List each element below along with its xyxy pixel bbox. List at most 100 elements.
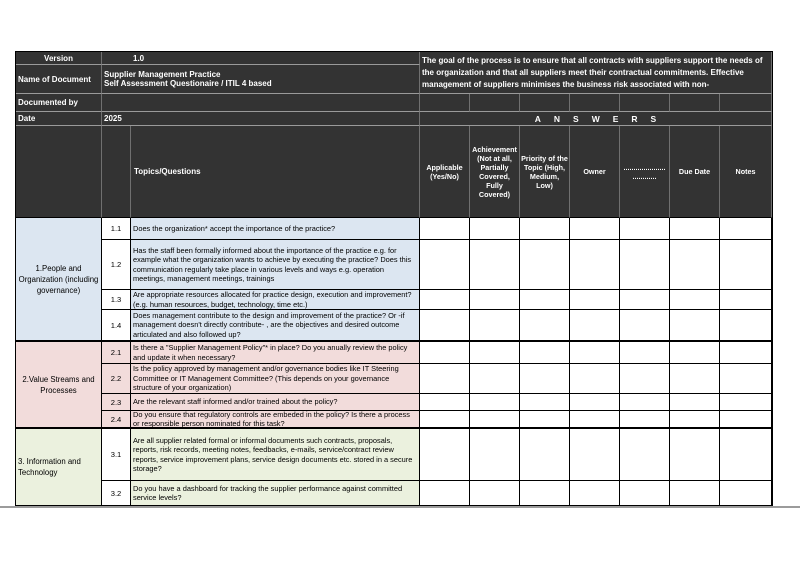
cell-1-4-applicable[interactable] bbox=[420, 310, 470, 341]
cell-2-2-due-date[interactable] bbox=[670, 364, 720, 394]
question-text: Does the organization* accept the import… bbox=[131, 218, 420, 240]
cell-2-1-priority[interactable] bbox=[520, 341, 570, 364]
cell-1-4-achievement[interactable] bbox=[470, 310, 520, 341]
cell-1-1-achievement[interactable] bbox=[470, 218, 520, 240]
cell-2-2-applicable[interactable] bbox=[420, 364, 470, 394]
cell-1-4-due-date[interactable] bbox=[670, 310, 720, 341]
dotted-line-1: ..................... bbox=[623, 162, 666, 172]
cell-3-1-due-date[interactable] bbox=[670, 428, 720, 481]
cell-1-4-extra[interactable] bbox=[620, 310, 670, 341]
cell-1-3-extra[interactable] bbox=[620, 290, 670, 310]
cell-2-1-applicable[interactable] bbox=[420, 341, 470, 364]
cell-2-2-notes[interactable] bbox=[720, 364, 772, 394]
question-number: 3.1 bbox=[102, 428, 131, 481]
question-row-2-2: 2.2 Is the policy approved by management… bbox=[16, 364, 772, 394]
cell-3-2-owner[interactable] bbox=[570, 481, 620, 506]
cell-1-1-applicable[interactable] bbox=[420, 218, 470, 240]
document-name-value[interactable]: Supplier Management Practice Self Assess… bbox=[102, 65, 420, 94]
cell-1-3-owner[interactable] bbox=[570, 290, 620, 310]
cell-3-1-achievement[interactable] bbox=[470, 428, 520, 481]
cell-1-2-extra[interactable] bbox=[620, 240, 670, 290]
header-topics-questions: Topics/Questions bbox=[131, 126, 420, 218]
cell-2-3-applicable[interactable] bbox=[420, 394, 470, 411]
answers-banner: ANSWERS bbox=[420, 112, 772, 126]
header-number-blank bbox=[102, 126, 131, 218]
cell-1-1-extra[interactable] bbox=[620, 218, 670, 240]
question-text-span: Do you have a dashboard for tracking the… bbox=[133, 483, 403, 503]
header-applicable: Applicable (Yes/No) bbox=[420, 126, 470, 218]
cell-2-2-owner[interactable] bbox=[570, 364, 620, 394]
cell-2-1-achievement[interactable] bbox=[470, 341, 520, 364]
version-value[interactable]: 1.0 bbox=[102, 52, 420, 65]
cell-3-1-owner[interactable] bbox=[570, 428, 620, 481]
cell-2-4-notes[interactable] bbox=[720, 411, 772, 428]
cell-1-4-owner[interactable] bbox=[570, 310, 620, 341]
cell-2-3-priority[interactable] bbox=[520, 394, 570, 411]
spacer-cell bbox=[670, 94, 720, 112]
question-text: Do you have a dashboard for tracking the… bbox=[131, 481, 420, 506]
cell-1-1-notes[interactable] bbox=[720, 218, 772, 240]
cell-1-2-owner[interactable] bbox=[570, 240, 620, 290]
cell-2-3-achievement[interactable] bbox=[470, 394, 520, 411]
cell-2-4-extra[interactable] bbox=[620, 411, 670, 428]
documented-by-row: Documented by bbox=[16, 94, 772, 112]
cell-1-1-priority[interactable] bbox=[520, 218, 570, 240]
document-name-line1: Supplier Management Practice bbox=[104, 70, 221, 79]
cell-3-1-priority[interactable] bbox=[520, 428, 570, 481]
cell-2-2-extra[interactable] bbox=[620, 364, 670, 394]
cell-1-1-due-date[interactable] bbox=[670, 218, 720, 240]
cell-3-2-due-date[interactable] bbox=[670, 481, 720, 506]
cell-2-3-extra[interactable] bbox=[620, 394, 670, 411]
documented-by-value[interactable] bbox=[102, 94, 420, 112]
question-number: 2.4 bbox=[102, 411, 131, 428]
cell-2-4-applicable[interactable] bbox=[420, 411, 470, 428]
cell-3-2-priority[interactable] bbox=[520, 481, 570, 506]
question-text-span: Does the organization* accept the import… bbox=[133, 223, 336, 233]
section-1-title: 1.People and Organization (including gov… bbox=[16, 218, 102, 341]
date-value[interactable]: 2025 bbox=[102, 112, 420, 126]
cell-3-1-notes[interactable] bbox=[720, 428, 772, 481]
cell-2-1-due-date[interactable] bbox=[670, 341, 720, 364]
cell-1-2-priority[interactable] bbox=[520, 240, 570, 290]
question-text-span: Do you ensure that regulatory controls a… bbox=[133, 411, 410, 428]
cell-3-2-achievement[interactable] bbox=[470, 481, 520, 506]
cell-2-2-achievement[interactable] bbox=[470, 364, 520, 394]
header-dotted: ..................... ............ bbox=[620, 126, 670, 218]
cell-1-4-priority[interactable] bbox=[520, 310, 570, 341]
cell-2-4-owner[interactable] bbox=[570, 411, 620, 428]
cell-3-1-extra[interactable] bbox=[620, 428, 670, 481]
question-text: Is the policy approved by management and… bbox=[131, 364, 420, 394]
cell-3-2-extra[interactable] bbox=[620, 481, 670, 506]
cell-1-2-notes[interactable] bbox=[720, 240, 772, 290]
cell-1-3-notes[interactable] bbox=[720, 290, 772, 310]
question-text-span: Are appropriate resources allocated for … bbox=[133, 290, 412, 309]
cell-3-2-applicable[interactable] bbox=[420, 481, 470, 506]
cell-1-3-due-date[interactable] bbox=[670, 290, 720, 310]
cell-3-2-notes[interactable] bbox=[720, 481, 772, 506]
header-priority: Priority of the Topic (High, Medium, Low… bbox=[520, 126, 570, 218]
cell-2-2-priority[interactable] bbox=[520, 364, 570, 394]
cell-2-1-notes[interactable] bbox=[720, 341, 772, 364]
cell-1-3-priority[interactable] bbox=[520, 290, 570, 310]
question-text-span: Are the relevant staff informed and/or t… bbox=[133, 397, 338, 407]
question-text-span: Has the staff been formally informed abo… bbox=[133, 245, 412, 284]
cell-1-2-achievement[interactable] bbox=[470, 240, 520, 290]
question-number: 1.4 bbox=[102, 310, 131, 341]
cell-3-1-applicable[interactable] bbox=[420, 428, 470, 481]
cell-1-3-applicable[interactable] bbox=[420, 290, 470, 310]
cell-2-1-extra[interactable] bbox=[620, 341, 670, 364]
spacer-cell bbox=[620, 94, 670, 112]
cell-1-1-owner[interactable] bbox=[570, 218, 620, 240]
cell-2-4-achievement[interactable] bbox=[470, 411, 520, 428]
cell-2-3-notes[interactable] bbox=[720, 394, 772, 411]
cell-2-3-due-date[interactable] bbox=[670, 394, 720, 411]
cell-1-2-due-date[interactable] bbox=[670, 240, 720, 290]
cell-2-4-priority[interactable] bbox=[520, 411, 570, 428]
cell-1-4-notes[interactable] bbox=[720, 310, 772, 341]
cell-2-1-owner[interactable] bbox=[570, 341, 620, 364]
cell-1-3-achievement[interactable] bbox=[470, 290, 520, 310]
cell-1-2-applicable[interactable] bbox=[420, 240, 470, 290]
cell-2-3-owner[interactable] bbox=[570, 394, 620, 411]
document-name-line2: Self Assessment Questionaire / ITIL 4 ba… bbox=[104, 79, 272, 88]
cell-2-4-due-date[interactable] bbox=[670, 411, 720, 428]
